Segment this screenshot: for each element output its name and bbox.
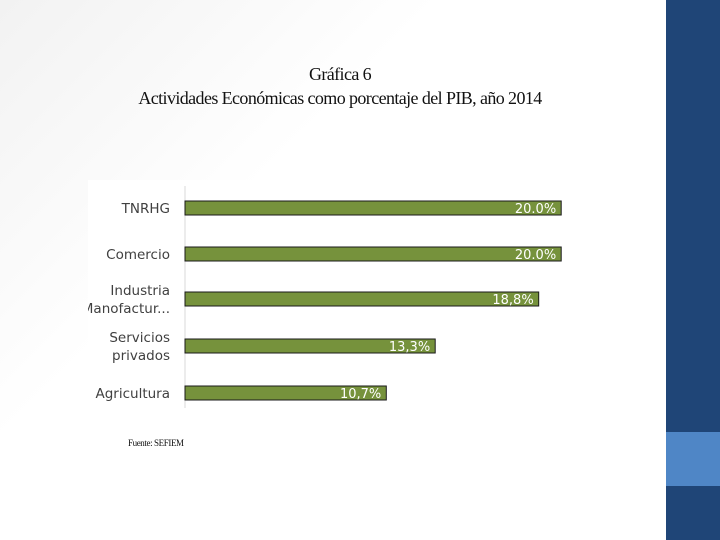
category-label-3-line-0: Servicios: [109, 330, 170, 346]
category-label-4: Agricultura: [95, 386, 170, 402]
bar-2: [184, 291, 540, 307]
category-label-0: TNRHG: [121, 201, 170, 217]
data-label-0: 20.0%: [515, 202, 556, 217]
chart-title-line-2: Actividades Económicas como porcentaje d…: [138, 88, 542, 108]
category-label-1: Comercio: [106, 247, 170, 263]
category-label-4-line-0: Agricultura: [95, 386, 170, 402]
category-label-1-line-0: Comercio: [106, 247, 170, 263]
bar-0: [184, 200, 562, 216]
chart-area: 20.0% TNRHG 20.0% Comercio 18,8% Industria Man…: [82, 180, 574, 410]
category-label-3: Servicios privados: [109, 330, 170, 364]
bar-3: [184, 338, 436, 354]
category-label-0-line-0: TNRHG: [121, 201, 170, 217]
category-label-2: Industria Manofactur...: [88, 283, 170, 317]
category-label-3-line-1: privados: [112, 348, 170, 364]
category-label-2-line-1: Manofactur...: [88, 301, 170, 317]
side-divider: [663, 0, 666, 540]
data-label-2: 18,8%: [492, 293, 533, 308]
data-label-3: 13,3%: [389, 340, 430, 355]
side-decoration-accent: [666, 432, 720, 486]
chart-title: Gráfica 6 Actividades Económicas como po…: [60, 62, 620, 110]
bar-chart: 20.0% TNRHG 20.0% Comercio 18,8% Industria Man…: [82, 186, 562, 408]
chart-title-line-1: Gráfica 6: [308, 64, 372, 84]
source-note: Fuente: SEFIEM: [128, 438, 184, 448]
data-label-4: 10,7%: [340, 387, 381, 402]
data-label-1: 20.0%: [515, 248, 556, 263]
category-label-2-line-0: Industria: [110, 283, 170, 299]
bar-1: [184, 246, 562, 262]
bar-4: [184, 385, 387, 401]
